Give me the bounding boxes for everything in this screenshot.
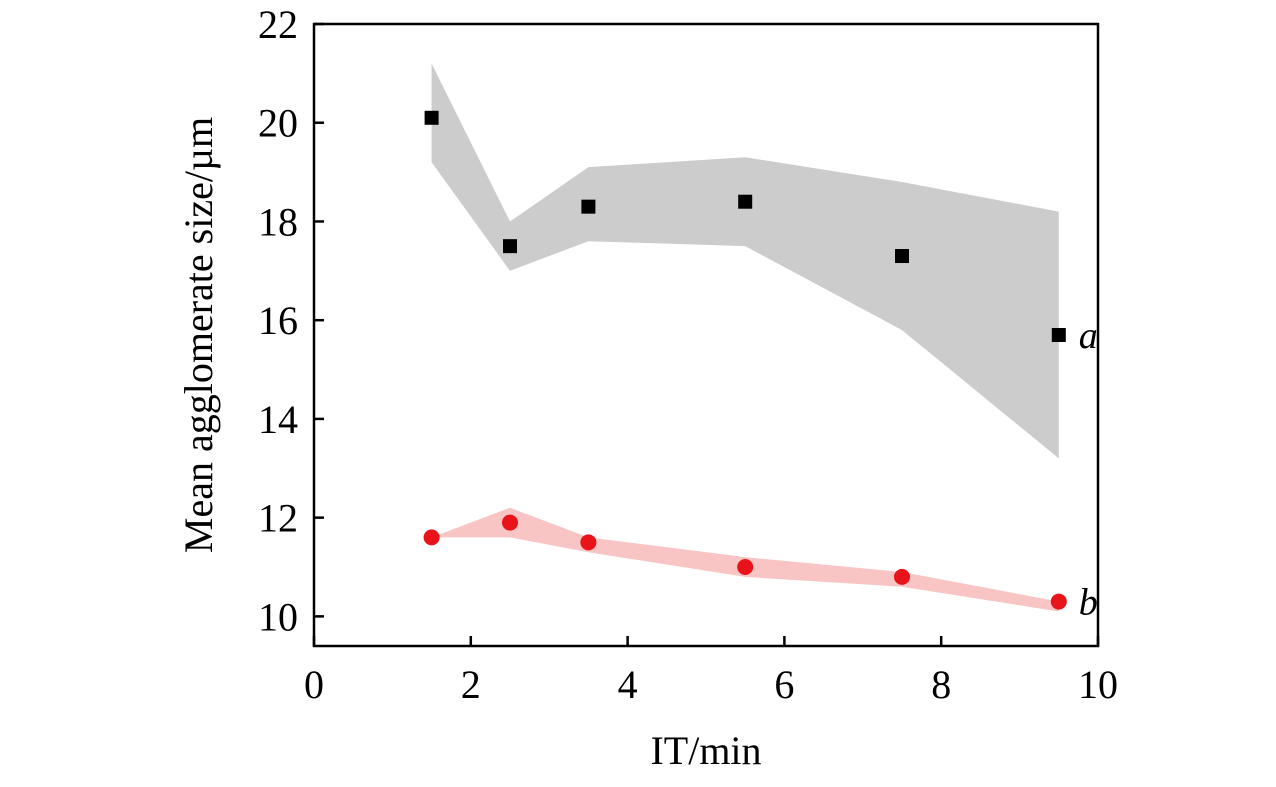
- point-b: [580, 534, 597, 551]
- point-a: [1051, 328, 1066, 342]
- x-tick-label: 8: [931, 662, 951, 707]
- plot-frame: [312, 22, 1100, 648]
- x-tick-label: 2: [461, 662, 481, 707]
- series-label-a: a: [1079, 315, 1098, 357]
- x-axis: 0 2 4 6 8 10: [304, 636, 1118, 707]
- point-a: [503, 239, 517, 254]
- y-tick-label: 22: [258, 2, 298, 47]
- y-axis-title: Mean agglomerate size/µm: [176, 117, 221, 553]
- y-tick-label: 16: [258, 298, 298, 343]
- y-tick-label: 18: [258, 199, 298, 244]
- x-tick-label: 4: [618, 662, 638, 707]
- y-tick-label: 10: [258, 594, 298, 639]
- series-label-b: b: [1079, 582, 1098, 624]
- series-labels: ab: [1079, 315, 1098, 624]
- point-b: [423, 529, 440, 546]
- point-b: [894, 568, 910, 585]
- point-a: [738, 194, 753, 209]
- y-tick-label: 12: [258, 496, 298, 541]
- point-a: [895, 249, 909, 264]
- point-b: [737, 559, 754, 576]
- x-axis-title: IT/min: [650, 728, 761, 773]
- x-tick-label: 6: [774, 662, 794, 707]
- point-a: [581, 199, 596, 214]
- x-tick-label: 0: [304, 662, 324, 707]
- y-tick-label: 14: [258, 397, 298, 442]
- point-b: [502, 514, 518, 531]
- data-points: [423, 110, 1067, 610]
- y-axis: 10 12 14 16 18 20 22: [258, 2, 324, 639]
- confidence-bands: [431, 63, 1059, 612]
- x-tick-label: 10: [1078, 662, 1118, 707]
- point-b: [1050, 593, 1067, 610]
- band-a: [431, 63, 1059, 459]
- point-a: [424, 110, 439, 125]
- y-tick-label: 20: [258, 101, 298, 146]
